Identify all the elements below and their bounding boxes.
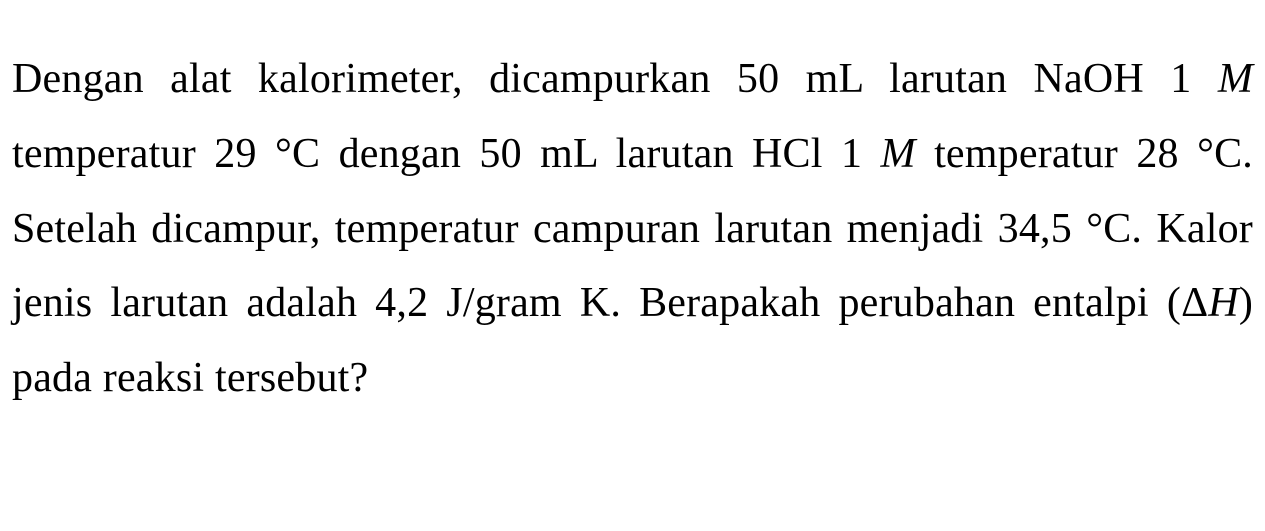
text-segment-5-italic: H	[1208, 280, 1239, 326]
text-segment-1-italic: M	[1218, 56, 1253, 102]
question-paragraph: Dengan alat kalorimeter, dicampurkan 50 …	[0, 42, 1265, 416]
text-segment-3-italic: M	[881, 131, 916, 177]
text-segment-2: temperatur 29 °C dengan 50 mL larutan HC…	[12, 131, 881, 177]
text-segment-0: Dengan alat kalorimeter, dicampurkan 50 …	[12, 56, 1218, 102]
